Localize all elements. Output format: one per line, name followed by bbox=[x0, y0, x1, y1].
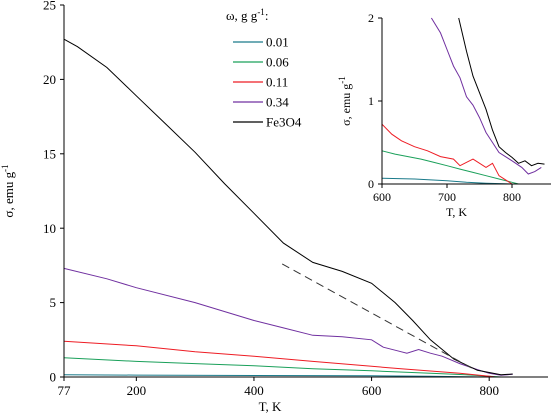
y-axis-label: σ, emu g-1 bbox=[337, 76, 353, 126]
legend-label-fe3o4: Fe3O4 bbox=[266, 115, 302, 130]
x-axis-label: T, K bbox=[259, 399, 282, 414]
x-tick-label: 200 bbox=[127, 383, 147, 398]
series-line-0.11 bbox=[381, 123, 513, 185]
x-tick-label: 800 bbox=[503, 190, 521, 204]
x-tick-label: 400 bbox=[244, 383, 264, 398]
series-line-0.01 bbox=[381, 177, 513, 185]
y-tick-label: 2 bbox=[368, 11, 374, 25]
legend-title: ω, g g-1: bbox=[226, 7, 268, 23]
series-line-0.06 bbox=[381, 150, 519, 185]
legend-label-0.11: 0.11 bbox=[266, 75, 288, 90]
y-tick-label: 25 bbox=[43, 0, 56, 13]
inset-plot: 0 1 2 600 700 800 T, K σ, emu g-1 bbox=[337, 11, 551, 219]
legend-label-0.34: 0.34 bbox=[266, 95, 289, 110]
x-tick-label: 800 bbox=[479, 383, 499, 398]
series-line-fe3o4 bbox=[458, 17, 545, 167]
y-axis-label: σ, emu g-1 bbox=[0, 164, 16, 217]
y-tick-label: 1 bbox=[368, 94, 374, 108]
y-tick-label: 5 bbox=[50, 295, 57, 310]
legend-label-0.01: 0.01 bbox=[266, 35, 289, 50]
inset-background bbox=[385, 14, 551, 186]
y-tick-label: 0 bbox=[50, 370, 57, 385]
y-tick-label: 15 bbox=[43, 146, 56, 161]
y-tick-label: 20 bbox=[43, 72, 56, 87]
x-tick-label: 77 bbox=[58, 383, 72, 398]
x-tick-label: 700 bbox=[438, 190, 456, 204]
series-line-0.11 bbox=[63, 340, 496, 378]
y-tick-label: 0 bbox=[368, 177, 374, 191]
dashed-guide-line bbox=[281, 263, 475, 370]
series-line-0.34 bbox=[430, 17, 542, 175]
series-line-fe3o4 bbox=[63, 38, 513, 376]
x-tick-label: 600 bbox=[362, 383, 382, 398]
legend-label-0.06: 0.06 bbox=[266, 55, 289, 70]
x-axis-label: T, K bbox=[446, 205, 467, 219]
series-line-0.06 bbox=[63, 357, 502, 378]
legend: ω, g g-1: 0.01 0.06 0.11 0.34 Fe3O4 bbox=[226, 7, 302, 130]
x-tick-label: 600 bbox=[373, 190, 391, 204]
y-tick-label: 10 bbox=[43, 221, 56, 236]
